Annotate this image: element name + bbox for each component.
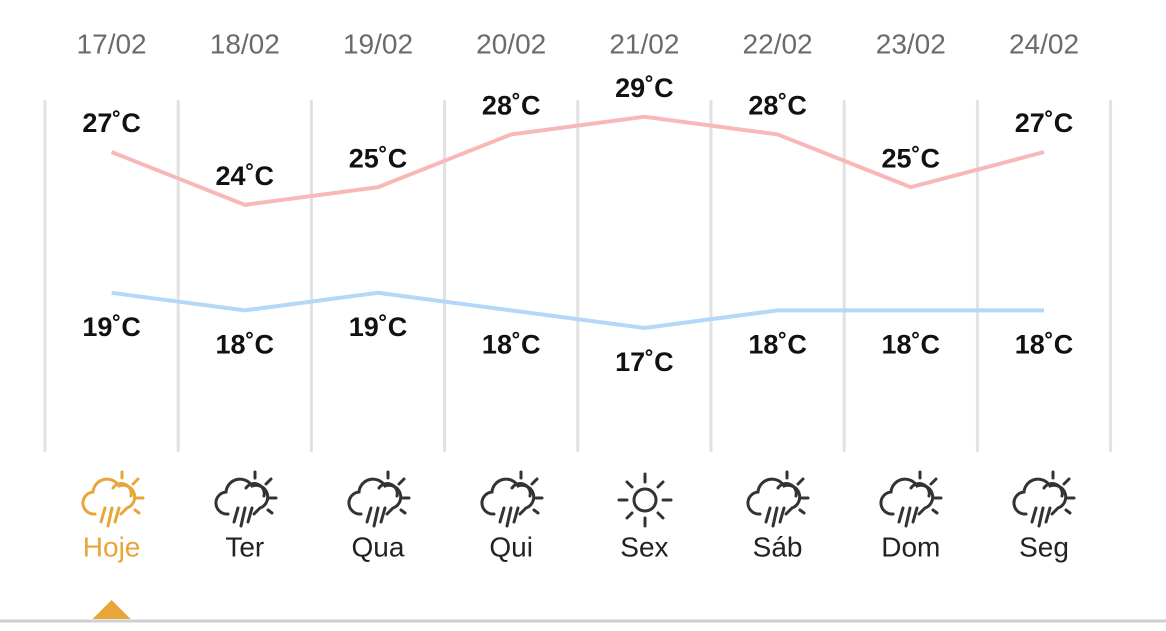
low-temp-label: 18˚C [216, 330, 275, 360]
low-temp-label: 18˚C [1015, 330, 1074, 360]
date-label: 21/02 [609, 28, 679, 59]
high-temp-label: 27˚C [82, 108, 141, 138]
weather-icon [746, 470, 810, 528]
weather-icon [480, 470, 544, 528]
low-temp-label: 18˚C [748, 330, 807, 360]
low-temp-label: 17˚C [615, 347, 674, 377]
day-label[interactable]: Sáb [753, 531, 803, 562]
day-label[interactable]: Qua [352, 531, 405, 562]
day-label[interactable]: Qui [489, 531, 533, 562]
low-temp-label: 18˚C [882, 330, 941, 360]
high-temp-label: 29˚C [615, 73, 674, 103]
date-label: 17/02 [77, 28, 147, 59]
day-label[interactable]: Dom [881, 531, 940, 562]
high-temp-label: 25˚C [349, 143, 408, 173]
date-label: 20/02 [476, 28, 546, 59]
weather-icon [879, 470, 943, 528]
day-label[interactable]: Sex [620, 531, 668, 562]
date-label: 22/02 [743, 28, 813, 59]
date-label: 18/02 [210, 28, 280, 59]
day-label[interactable]: Hoje [83, 531, 141, 562]
weather-icon [1012, 470, 1076, 528]
weather-icon [347, 470, 411, 528]
date-label: 23/02 [876, 28, 946, 59]
low-temp-label: 19˚C [82, 312, 141, 342]
low-temp-line [111, 290, 1044, 331]
low-temp-label: 19˚C [349, 312, 408, 342]
weather-icon [81, 470, 145, 528]
weather-icon [617, 472, 673, 528]
date-label: 24/02 [1009, 28, 1079, 59]
selected-indicator [92, 600, 131, 619]
high-temp-label: 27˚C [1015, 108, 1074, 138]
high-temp-label: 28˚C [748, 91, 807, 121]
high-temp-line [110, 114, 1045, 207]
low-temp-label: 18˚C [482, 330, 541, 360]
day-label[interactable]: Ter [225, 531, 264, 562]
high-temp-label: 25˚C [882, 143, 941, 173]
weather-icon [214, 470, 278, 528]
date-label: 19/02 [343, 28, 413, 59]
day-label[interactable]: Seg [1019, 531, 1069, 562]
high-temp-label: 28˚C [482, 91, 541, 121]
high-temp-label: 24˚C [216, 161, 275, 191]
